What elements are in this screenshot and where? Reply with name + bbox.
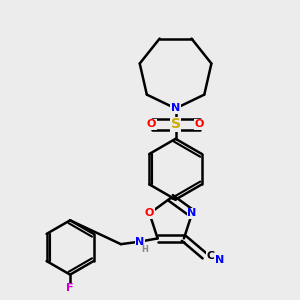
Text: N: N [171,103,180,113]
Text: H: H [141,245,148,254]
Text: S: S [171,117,181,131]
Text: N: N [215,255,224,265]
Text: F: F [66,284,74,293]
Text: N: N [188,208,197,218]
Text: N: N [135,237,145,247]
Text: O: O [145,208,154,218]
Text: O: O [147,119,156,129]
Text: C: C [206,251,214,261]
Text: O: O [195,119,204,129]
